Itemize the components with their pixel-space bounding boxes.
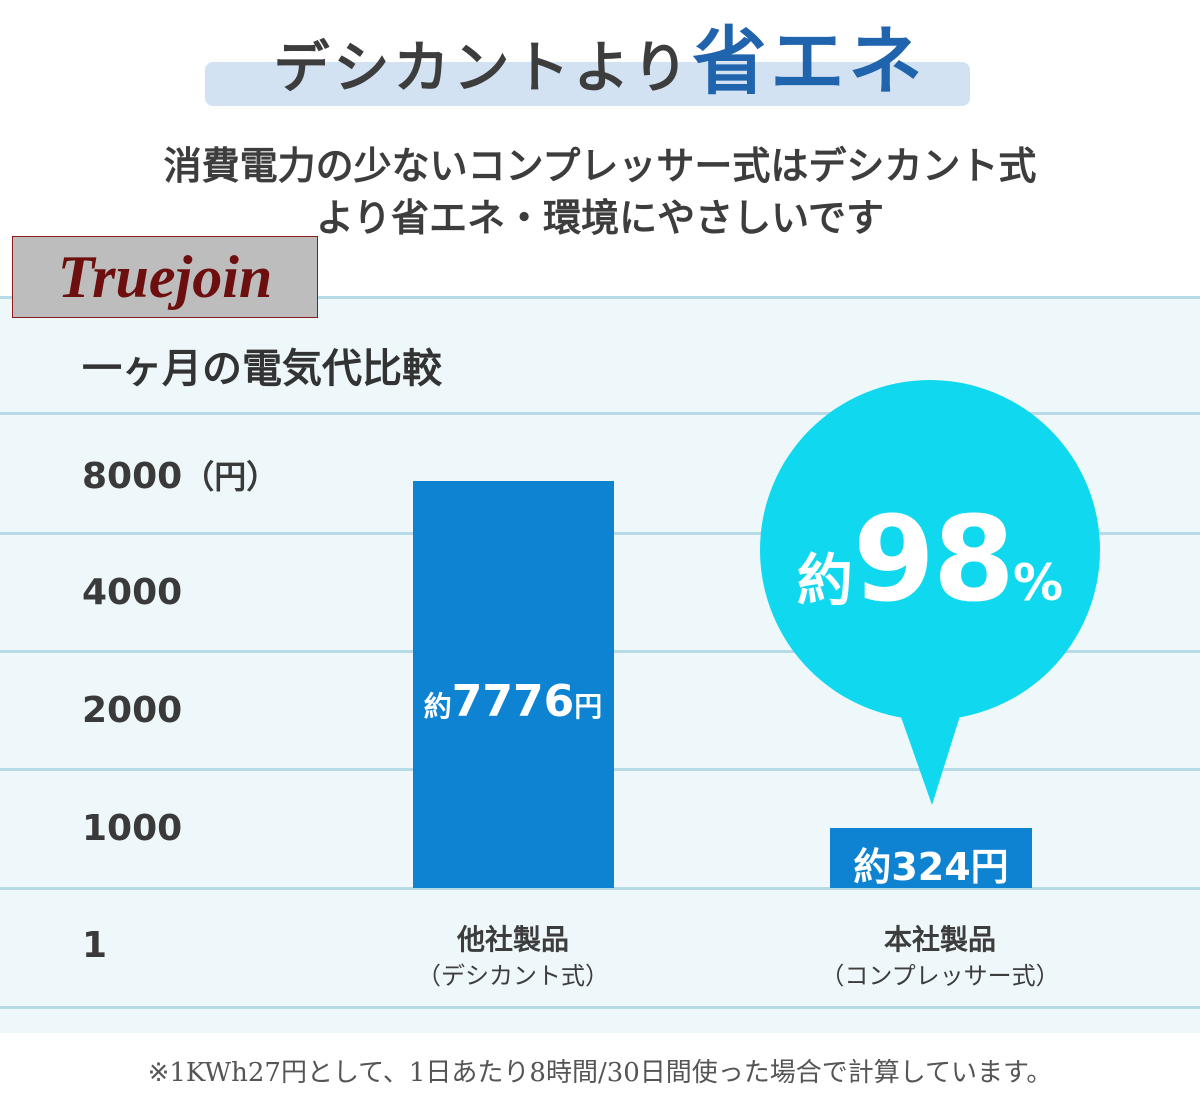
bar-value-label: 約324円 (853, 845, 1009, 889)
subtitle-line-2: より省エネ・環境にやさしいです (315, 196, 885, 240)
subtitle-line-1: 消費電力の少ないコンプレッサー式はデシカント式 (163, 144, 1037, 188)
bar-other-product (413, 480, 614, 888)
gridline (0, 887, 1200, 890)
bar-own-product (830, 828, 1032, 888)
gridline (0, 1006, 1200, 1009)
y-tick-label: 2000 (82, 690, 183, 731)
callout-prefix: 約 (796, 549, 853, 614)
page-title: デシカントより省エネ (0, 2, 1200, 109)
y-tick-label: 1000 (82, 808, 183, 849)
title-main: デシカントより (273, 36, 693, 101)
y-unit-label: （円） (182, 458, 279, 496)
category-label: 他社製品 （デシカント式） (417, 923, 609, 990)
brand-logo: Truejoin (12, 236, 318, 318)
y-tick-label: 1 (82, 925, 108, 966)
callout-text: 約98% (760, 490, 1100, 628)
chart-title: 一ヶ月の電気代比較 (82, 346, 442, 392)
gridline (0, 412, 1200, 415)
callout-circle (760, 380, 1100, 720)
subtitle: 消費電力の少ないコンプレッサー式はデシカント式 より省エネ・環境にやさしいです (0, 140, 1200, 244)
footnote: ※1KWh27円として、1日あたり8時間/30日間使った場合で計算しています。 (147, 1058, 1053, 1088)
category-label: 本社製品 （コンプレッサー式） (820, 923, 1060, 990)
y-tick-label: 8000（円） (82, 456, 279, 497)
callout-suffix: % (1013, 554, 1064, 612)
brand-name: Truejoin (57, 244, 273, 310)
callout-pointer (895, 700, 965, 805)
header-band (205, 62, 970, 106)
gridline (0, 296, 1200, 299)
title-accent: 省エネ (692, 19, 927, 105)
bar-value-label: 約7776円 (423, 676, 603, 727)
callout-number: 98 (852, 490, 1015, 628)
y-tick-label: 4000 (82, 572, 183, 613)
